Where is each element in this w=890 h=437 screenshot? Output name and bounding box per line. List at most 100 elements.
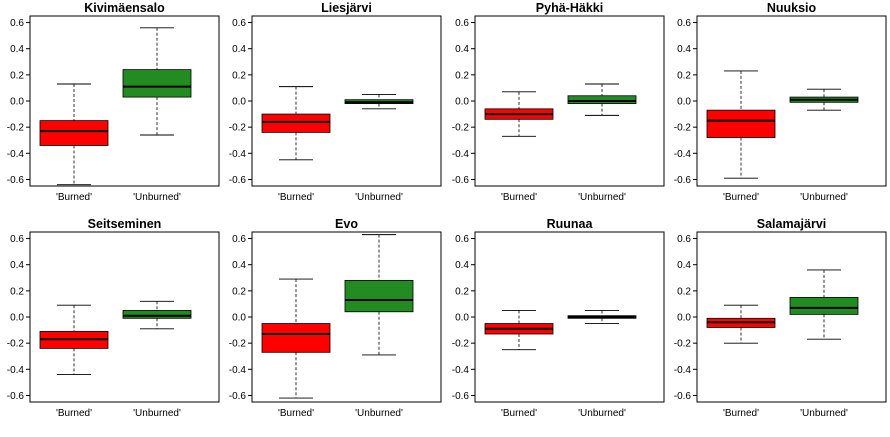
y-tick-label: -0.2 [7,339,25,350]
panel-frame [474,15,665,187]
y-tick-label: 0.0 [677,313,691,324]
panel-frame [474,231,665,403]
category-label: 'Unburned' [800,192,848,203]
y-tick-label: -0.2 [452,123,470,134]
category-label: 'Unburned' [578,192,626,203]
category-label: 'Burned' [501,408,537,419]
category-label: 'Unburned' [355,192,403,203]
y-tick-label: 0.2 [677,286,691,297]
y-tick-label: -0.6 [674,391,692,402]
y-tick-label: 0.6 [455,234,469,245]
category-label: 'Burned' [278,192,314,203]
panel-title: Pyhä-Häkki [536,1,603,15]
y-tick-label: 0.2 [677,70,691,81]
y-tick-label: -0.4 [674,365,692,376]
y-tick-label: -0.4 [452,149,470,160]
panel-title: Salamajärvi [757,217,827,231]
panel-frame [251,231,442,403]
y-tick-label: 0.2 [232,70,246,81]
panel-title: Evo [335,217,358,231]
burned-box [39,120,109,146]
y-tick-label: 0.4 [232,260,246,271]
y-tick-label: -0.4 [7,149,25,160]
panel-title: Seitseminen [88,217,162,231]
category-label: 'Burned' [723,408,759,419]
y-tick-label: 0.4 [455,44,469,55]
category-label: 'Burned' [56,408,92,419]
y-tick-label: -0.4 [674,149,692,160]
category-label: 'Unburned' [133,192,181,203]
category-label: 'Burned' [56,192,92,203]
y-tick-label: 0.0 [455,313,469,324]
y-tick-label: 0.4 [677,260,691,271]
y-tick-label: -0.2 [7,123,25,134]
category-label: 'Burned' [278,408,314,419]
unburned-box [789,296,859,315]
y-tick-label: 0.4 [10,44,24,55]
y-tick-label: -0.2 [229,339,247,350]
category-label: 'Unburned' [578,408,626,419]
y-tick-label: 0.6 [677,18,691,29]
y-tick-label: 0.6 [455,18,469,29]
y-tick-label: -0.4 [7,365,25,376]
panel-2: Pyhä-Häkki -0.6 -0.4 -0.2 0.0 0.2 0.4 0.6 'Burne… [452,1,665,203]
y-tick-label: -0.6 [452,175,470,186]
burned-box [706,109,776,139]
y-tick-label: 0.0 [455,97,469,108]
panel-frame [29,15,220,187]
panel-frame [251,15,442,187]
unburned-box [122,69,192,98]
burned-box [261,323,331,353]
y-tick-label: 0.0 [232,313,246,324]
panel-frame [29,231,220,403]
category-label: 'Unburned' [355,408,403,419]
y-tick-label: -0.2 [674,123,692,134]
panel-4: Seitseminen -0.6 -0.4 -0.2 0.0 0.2 0.4 0.6 'Burn… [7,217,220,419]
y-tick-label: 0.4 [232,44,246,55]
y-tick-label: 0.4 [10,260,24,271]
y-tick-label: 0.2 [455,286,469,297]
y-tick-label: 0.4 [677,44,691,55]
panel-frame [696,231,887,403]
y-tick-label: 0.0 [10,97,24,108]
category-label: 'Burned' [723,192,759,203]
y-tick-label: 0.2 [455,70,469,81]
panel-7: Salamajärvi -0.6 -0.4 -0.2 0.0 0.2 0.4 0.6 'Burn… [674,217,887,419]
unburned-box [567,95,637,105]
unburned-box [344,279,414,313]
panel-title: Nuuksio [767,1,817,15]
panel-0: Kivimäensalo -0.6 -0.4 -0.2 0.0 0.2 0.4 0.6 'Bur… [7,1,220,203]
y-tick-label: 0.4 [455,260,469,271]
y-tick-label: -0.6 [229,391,247,402]
unburned-box [122,310,192,319]
panel-5: Evo -0.6 -0.4 -0.2 0.0 0.2 0.4 0.6 'Burned' 'Unbu… [229,217,442,419]
category-label: 'Unburned' [800,408,848,419]
y-tick-label: -0.2 [452,339,470,350]
y-tick-label: 0.6 [232,234,246,245]
y-tick-label: 0.0 [232,97,246,108]
panel-6: Ruunaa -0.6 -0.4 -0.2 0.0 0.2 0.4 0.6 'Burned' 'U… [452,217,665,419]
y-tick-label: 0.0 [677,97,691,108]
y-tick-label: 0.0 [10,313,24,324]
panel-1: Liesjärvi -0.6 -0.4 -0.2 0.0 0.2 0.4 0.6 'Burned… [229,1,442,203]
y-tick-label: 0.6 [10,234,24,245]
y-tick-label: -0.4 [229,149,247,160]
burned-box [261,113,331,133]
y-tick-label: 0.6 [10,18,24,29]
y-tick-label: 0.2 [232,286,246,297]
y-tick-label: 0.6 [677,234,691,245]
panel-title: Kivimäensalo [84,1,165,15]
panel-title: Liesjärvi [321,1,372,15]
panel-frame [696,15,887,187]
y-tick-label: -0.6 [452,391,470,402]
panel-title: Ruunaa [547,217,594,231]
y-tick-label: -0.6 [7,175,25,186]
y-tick-label: 0.2 [10,286,24,297]
y-tick-label: -0.4 [229,365,247,376]
y-tick-label: 0.6 [232,18,246,29]
y-tick-label: 0.2 [10,70,24,81]
y-tick-label: -0.2 [229,123,247,134]
panel-3: Nuuksio -0.6 -0.4 -0.2 0.0 0.2 0.4 0.6 'Burned' '… [674,1,887,203]
